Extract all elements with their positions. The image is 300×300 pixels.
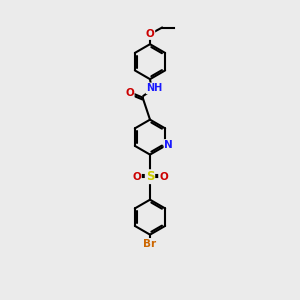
Text: O: O: [125, 88, 134, 98]
Text: S: S: [146, 170, 154, 183]
Text: N: N: [164, 140, 173, 150]
Text: O: O: [132, 172, 141, 182]
Text: O: O: [146, 29, 154, 39]
Text: NH: NH: [146, 83, 163, 93]
Text: Br: Br: [143, 239, 157, 249]
Text: O: O: [159, 172, 168, 182]
